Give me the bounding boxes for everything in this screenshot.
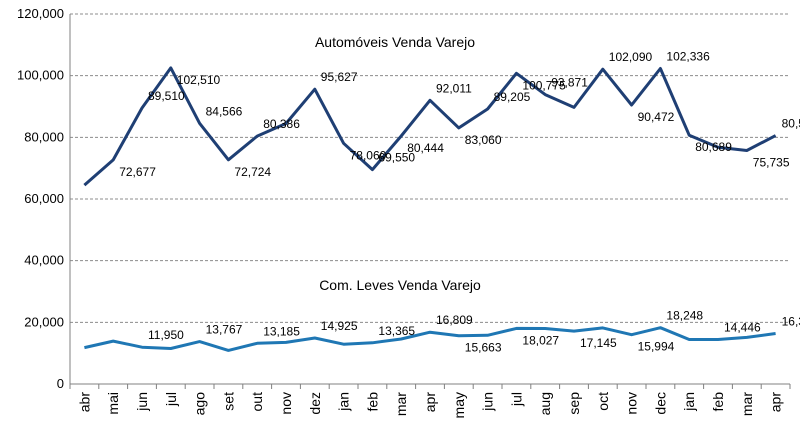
data-label: 102,090 [609,50,653,64]
x-tick-label: apr [422,392,438,413]
data-label: 78,060 [350,148,387,162]
x-tick-label: mar [393,392,409,416]
x-tick-label: set [220,392,236,411]
x-tick-label: jun [480,392,496,412]
data-label: 13,365 [378,324,415,338]
data-label: 84,566 [206,104,243,118]
series-name-label: Com. Leves Venda Varejo [319,277,481,293]
x-tick-label: nov [278,392,294,415]
y-tick-label: 60,000 [24,191,64,206]
x-tick-label: out [249,392,265,412]
data-label: 83,060 [465,133,502,147]
data-label: 72,677 [119,165,156,179]
y-tick-label: 40,000 [24,253,64,268]
x-tick-label: ago [192,392,208,416]
x-tick-label: nov [624,392,640,415]
x-axis: abr mai jun jul ago set out nov dez jan feb mar apr m… [69,383,791,418]
data-label: 75,735 [753,155,790,169]
x-tick-label: feb [710,392,726,412]
y-axis: 0 20,000 40,000 60,000 80,000 100,000 120,000 [17,6,71,391]
series-name-label: Automóveis Venda Varejo [315,34,475,50]
data-label: 18,027 [522,333,559,347]
data-label: 16,393 [782,314,800,328]
data-label: 80,558 [782,117,800,131]
x-tick-label: dez [307,392,323,415]
data-label: 14,925 [321,319,358,333]
data-label: 100,775 [522,78,566,92]
series-line-2 [84,326,776,352]
data-label: 80,444 [407,141,444,155]
data-label: 80,386 [263,117,300,131]
y-tick-label: 20,000 [24,314,64,329]
data-label: 89,205 [494,90,531,104]
data-label: 13,185 [263,324,300,338]
data-label: 18,248 [666,309,703,323]
data-label: 17,145 [580,336,617,350]
data-label: 16,809 [436,313,473,327]
x-tick-label: mar [739,392,755,416]
x-tick-label: feb [364,392,380,412]
x-tick-label: sep [566,392,582,415]
data-label: 69,550 [378,151,415,165]
data-label: 92,011 [436,81,472,95]
series-name-labels: Automóveis Venda Varejo Com. Leves Venda … [315,34,481,293]
y-tick-label: 80,000 [24,129,64,144]
y-tick-label: 0 [57,376,64,391]
data-label: 90,472 [638,110,675,124]
x-tick-label: apr [768,392,784,413]
data-label: 11,950 [148,328,184,342]
data-label: 72,724 [234,165,271,179]
x-tick-label: mai [105,392,121,415]
series-line-1 [83,66,777,187]
x-tick-label: jul [508,392,524,407]
data-label: 93,871 [551,76,588,90]
data-label: 15,663 [465,341,502,355]
data-label: 102,336 [666,49,710,63]
data-label: 95,627 [321,70,358,84]
x-tick-label: jul [163,392,179,407]
data-label: 15,994 [638,340,675,354]
data-label: 80,689 [695,140,732,154]
y-tick-label: 100,000 [17,68,64,83]
data-label: 14,446 [724,320,761,334]
x-tick-label: abr [76,392,92,413]
series-lines [83,66,777,352]
data-label: 89,510 [148,89,185,103]
x-tick-label: jan [336,392,352,412]
data-label: 13,767 [206,323,243,337]
x-tick-label: aug [537,392,553,415]
data-labels: 72,677 89,510 102,510 84,566 72,724 80,386 95,… [119,49,800,354]
x-tick-label: dec [652,392,668,415]
x-tick-label: oct [595,392,611,411]
data-label: 102,510 [177,73,221,87]
x-tick-label: may [451,392,467,418]
gridlines [70,13,790,323]
x-tick-label: jun [134,392,150,412]
x-tick-label: jan [681,392,697,412]
y-tick-label: 120,000 [17,6,64,21]
